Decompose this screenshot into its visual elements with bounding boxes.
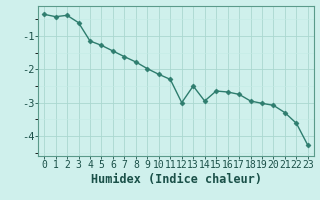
X-axis label: Humidex (Indice chaleur): Humidex (Indice chaleur) xyxy=(91,173,261,186)
